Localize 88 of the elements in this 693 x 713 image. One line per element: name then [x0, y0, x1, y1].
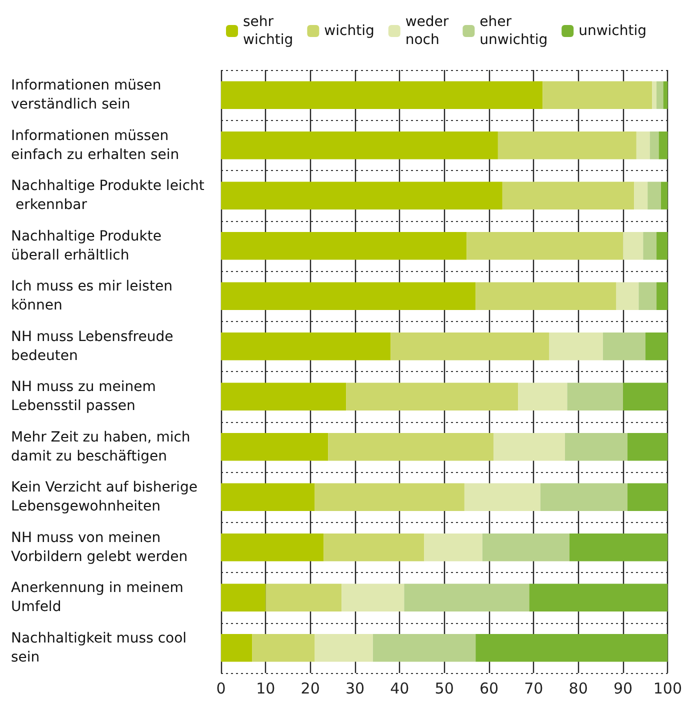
bar [346, 382, 518, 410]
bar [542, 81, 652, 109]
bar [342, 584, 404, 612]
bar [314, 634, 373, 662]
x-tick-label: 20 [300, 680, 320, 698]
bar [567, 382, 624, 410]
legend-label: unwichtig [578, 23, 647, 39]
bar [658, 132, 668, 160]
bar [464, 483, 540, 511]
x-tick-label: 100 [653, 680, 682, 698]
bar [424, 534, 482, 562]
x-tick-label: 90 [613, 680, 633, 698]
bar [221, 584, 266, 612]
bar [221, 182, 502, 210]
bar [636, 132, 650, 160]
bar [221, 81, 543, 109]
bar [650, 132, 659, 160]
x-tick-label: 30 [345, 680, 365, 698]
bar [328, 433, 494, 461]
y-tick-label: Nachhaltige Produkte leicht erkennbar [11, 178, 205, 214]
bar [476, 282, 616, 310]
y-tick-label: Mehr Zeit zu haben, mich damit zu beschäftigen [11, 429, 195, 464]
bar [627, 433, 668, 461]
y-tick-label: Ich muss es mir leisten können [11, 278, 177, 314]
bar [324, 534, 424, 562]
bar [266, 584, 342, 612]
legend-label: wichtig [324, 23, 374, 39]
bar [221, 433, 328, 461]
legend-label: sehr wichtig [243, 14, 294, 48]
bar [645, 332, 668, 360]
bar [221, 382, 346, 410]
y-tick-label: Nachhaltigkeit muss cool sein [11, 630, 191, 666]
bar [498, 132, 636, 160]
x-tick-label: 60 [479, 680, 499, 698]
bar [569, 534, 668, 562]
bar [602, 332, 646, 360]
bar [564, 433, 628, 461]
bar [660, 182, 668, 210]
bar [652, 81, 657, 109]
bar [638, 282, 657, 310]
bar [656, 282, 668, 310]
bar [627, 483, 668, 511]
bar [623, 232, 644, 260]
bar [648, 182, 661, 210]
y-tick-label: Nachhaltige Produkte überall erhältlich [11, 228, 166, 264]
bar [482, 534, 570, 562]
y-tick-label: Informationen müssen einfach zu erhalten sein [11, 128, 180, 163]
x-tick-label: 80 [568, 680, 588, 698]
bar [221, 634, 252, 662]
y-tick-label: Anerkennung in meinem Umfeld [11, 580, 188, 616]
bar [549, 332, 603, 360]
bar [221, 282, 476, 310]
bar [221, 332, 391, 360]
bar [221, 534, 324, 562]
bar [390, 332, 550, 360]
bar [476, 634, 668, 662]
bar [518, 382, 568, 410]
bar [643, 232, 657, 260]
y-tick-label: NH muss Lebensfreude bedeuten [11, 328, 178, 364]
bar [634, 182, 648, 210]
bar [502, 182, 634, 210]
bar [656, 232, 668, 260]
bar [466, 232, 624, 260]
bar [493, 433, 565, 461]
bar [252, 634, 315, 662]
bar [663, 81, 668, 109]
x-tick-label: 10 [256, 680, 276, 698]
bar [656, 81, 664, 109]
bar [529, 584, 668, 612]
bar [221, 232, 467, 260]
legend-label: weder noch [405, 14, 449, 48]
bar [616, 282, 639, 310]
bar [540, 483, 628, 511]
bar [623, 382, 668, 410]
y-tick-label: NH muss von meinen Vorbildern gelebt werden [11, 530, 188, 565]
bar [221, 483, 315, 511]
bar [372, 634, 476, 662]
y-tick-label: NH muss zu meinem Lebensstil passen [11, 379, 160, 414]
bar [221, 132, 498, 160]
y-tick-label: Kein Verzicht auf bisherige Lebensgewohnheiten [11, 480, 202, 515]
bar [404, 584, 530, 612]
x-tick-label: 0 [216, 680, 226, 698]
y-tick-label: Informationen müsen verständlich sein [11, 78, 166, 113]
legend-label: eher unwichtig [480, 14, 548, 48]
x-tick-label: 50 [434, 680, 454, 698]
bar [314, 483, 464, 511]
x-tick-label: 40 [390, 680, 410, 698]
x-tick-label: 70 [524, 680, 544, 698]
